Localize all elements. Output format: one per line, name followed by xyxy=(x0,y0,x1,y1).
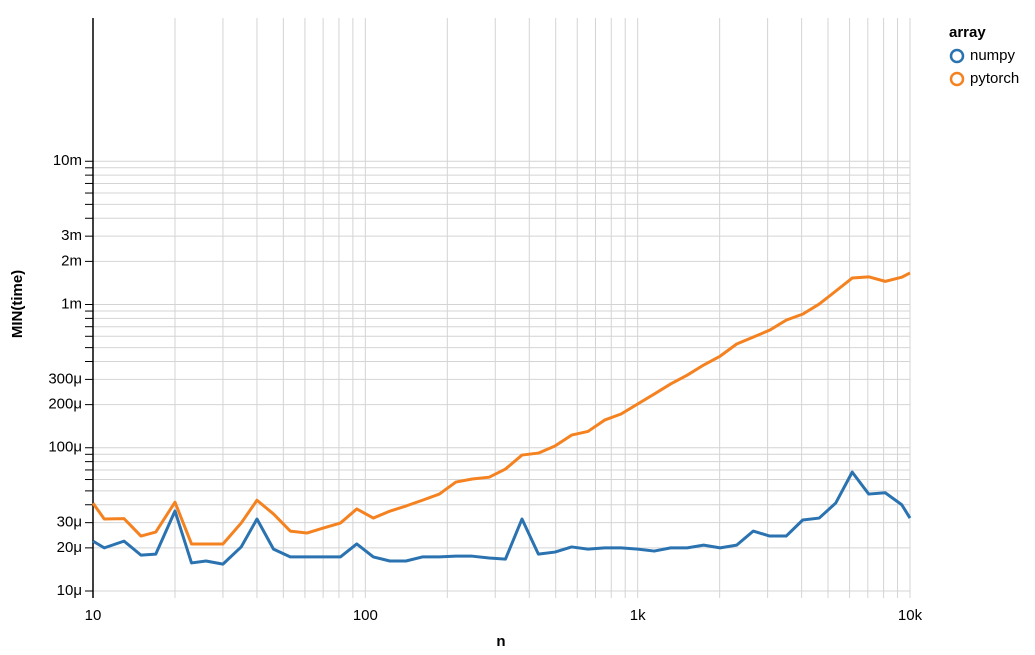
y-tick-label: 30μ xyxy=(57,514,82,531)
legend-title: array xyxy=(949,24,986,41)
y-tick-label: 100μ xyxy=(48,439,82,456)
x-tick-label: 10k xyxy=(898,607,923,624)
y-axis-title: MIN(time) xyxy=(9,270,26,338)
y-tick-label: 10μ xyxy=(57,582,82,599)
legend-symbol xyxy=(949,71,965,87)
line-numpy xyxy=(92,470,912,566)
x-tick-label: 1k xyxy=(630,607,646,624)
legend-label: pytorch xyxy=(970,70,1019,87)
legend-symbol xyxy=(949,48,965,64)
line-pytorch xyxy=(91,271,911,546)
legend-label: numpy xyxy=(970,47,1016,64)
y-tick-label: 20μ xyxy=(57,539,82,556)
y-tick-label: 10m xyxy=(53,152,82,169)
x-axis-title: n xyxy=(496,633,505,650)
x-tick-label: 10 xyxy=(85,607,102,624)
y-tick-label: 200μ xyxy=(48,396,82,413)
y-tick-label: 2m xyxy=(61,252,82,269)
y-tick-label: 300μ xyxy=(48,370,82,387)
y-tick-label: 3m xyxy=(61,227,82,244)
y-tick-label: 1m xyxy=(61,295,82,312)
x-tick-label: 100 xyxy=(353,607,378,624)
